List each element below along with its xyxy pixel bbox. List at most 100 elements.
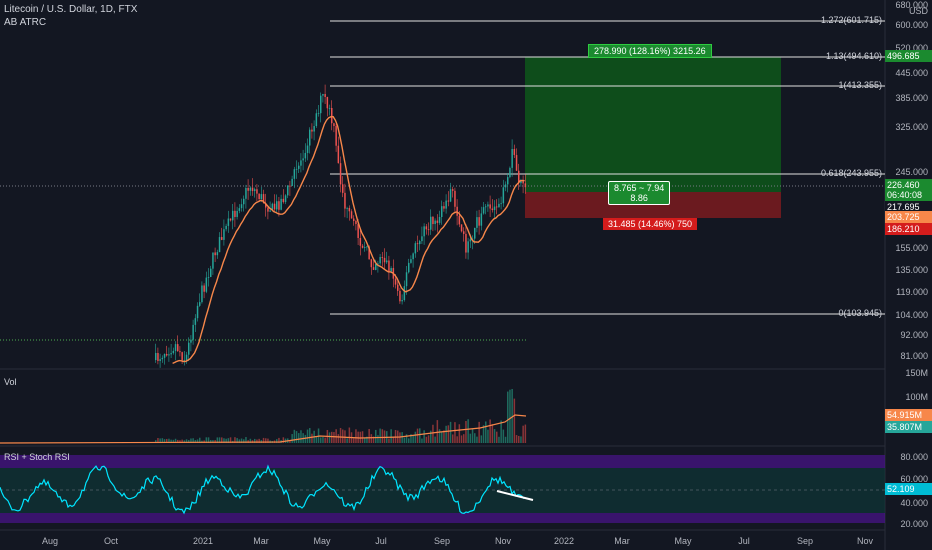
candle-body xyxy=(254,189,256,192)
candle-body xyxy=(430,216,432,230)
candle-body xyxy=(344,192,346,209)
candle-body xyxy=(361,245,364,248)
candle-body xyxy=(368,246,370,260)
volume-bar xyxy=(485,421,487,443)
price-tick: 445.000 xyxy=(895,68,928,78)
candle-body xyxy=(260,194,263,200)
candle-body xyxy=(163,353,166,358)
symbol-title[interactable]: Litecoin / U.S. Dollar, 1D, FTX xyxy=(4,4,138,15)
volume-bar xyxy=(390,429,392,443)
candle-body xyxy=(262,194,265,204)
volume-bar xyxy=(441,431,443,443)
target-zone[interactable] xyxy=(525,57,781,192)
candle-body xyxy=(240,204,243,209)
stop-label[interactable]: 31.485 (14.46%) 750 xyxy=(603,218,698,230)
candle-body xyxy=(221,237,223,240)
volume-bars xyxy=(155,388,527,443)
candle-body xyxy=(159,359,161,362)
volume-bar xyxy=(342,429,344,443)
rsi-pane-label[interactable]: RSI + Stoch RSI xyxy=(4,452,70,462)
candle-body xyxy=(509,167,511,178)
candle-body xyxy=(496,206,498,208)
volume-bar xyxy=(170,439,172,443)
volume-bar xyxy=(474,433,476,443)
volume-bar xyxy=(436,420,439,443)
volume-bar xyxy=(293,429,296,443)
candle-body xyxy=(265,203,267,208)
candle-body xyxy=(293,169,296,179)
volume-bar xyxy=(405,434,408,443)
fib-label-0618[interactable]: 0.618(243.955) xyxy=(820,168,882,178)
entry-label-line1: 8.765 ~ 7.94 xyxy=(614,183,665,193)
fib-label-0[interactable]: 0(103.945) xyxy=(838,308,882,318)
candle-body xyxy=(185,354,188,361)
volume-bar xyxy=(416,428,419,443)
volume-bar xyxy=(520,436,522,443)
target-price-tag: 496.685 xyxy=(885,50,932,62)
volume-pane-label[interactable]: Vol xyxy=(4,377,17,387)
candle-body xyxy=(502,187,505,204)
candle-body xyxy=(447,200,450,202)
volume-bar xyxy=(445,425,447,443)
candle-body xyxy=(500,203,502,205)
volume-bar xyxy=(498,436,500,443)
fib-label-1[interactable]: 1(413.355) xyxy=(838,80,882,90)
candle-body xyxy=(234,210,236,217)
volume-bar xyxy=(157,437,159,443)
candle-body xyxy=(515,154,518,171)
candle-body xyxy=(161,357,164,360)
candle-body xyxy=(348,207,351,212)
time-tick: 2021 xyxy=(192,536,214,546)
indicator-label[interactable]: AB ATRC xyxy=(4,17,47,28)
candle-body xyxy=(214,252,216,256)
candle-body xyxy=(408,262,410,273)
candle-body xyxy=(199,302,201,306)
price-tick: 680.000 xyxy=(895,0,928,10)
volume-bar xyxy=(427,435,430,443)
volume-bar xyxy=(480,435,483,443)
volume-bar xyxy=(282,437,285,443)
candle-body xyxy=(452,189,454,191)
volume-bar xyxy=(487,429,489,443)
candle-body xyxy=(232,210,234,221)
volume-bar xyxy=(502,429,505,443)
volume-bar xyxy=(258,438,260,443)
time-tick: May xyxy=(313,536,331,546)
target-label[interactable]: 278.990 (128.16%) 3215.26 xyxy=(588,44,712,58)
candle-body xyxy=(205,277,208,292)
volume-bar xyxy=(434,436,436,443)
rsi-divergence-line[interactable] xyxy=(496,490,534,501)
candle-body xyxy=(412,253,414,260)
candle-body xyxy=(289,185,291,187)
stop-price-tag: 186.210 xyxy=(885,223,932,235)
volume-bar xyxy=(216,437,219,443)
volume-bar xyxy=(452,434,454,443)
candle-body xyxy=(364,247,366,248)
volume-bar xyxy=(463,434,465,443)
volume-bar xyxy=(166,438,168,443)
fib-label-113[interactable]: 1.13(494.610) xyxy=(825,51,882,61)
time-tick: Nov xyxy=(856,536,874,546)
volume-bar xyxy=(403,437,406,443)
candle-body xyxy=(357,224,359,238)
volume-bar xyxy=(276,439,278,443)
time-tick: Oct xyxy=(103,536,119,546)
price-tick: 385.000 xyxy=(895,93,928,103)
volume-bar xyxy=(515,435,518,443)
volume-bar xyxy=(267,438,269,443)
volume-bar xyxy=(359,431,362,443)
fib-label-1272[interactable]: 1.272(601.715) xyxy=(820,15,882,25)
candle-body xyxy=(170,353,172,355)
candle-body xyxy=(401,300,403,302)
volume-bar xyxy=(443,430,445,443)
volume-bar xyxy=(304,434,307,443)
volume-bar xyxy=(207,437,210,443)
candle-body xyxy=(309,129,311,146)
volume-bar xyxy=(214,440,216,443)
volume-bar xyxy=(375,429,377,443)
candle-body xyxy=(403,286,406,301)
rsi-tick: 80.000 xyxy=(900,452,928,462)
entry-label[interactable]: 8.765 ~ 7.94 8.86 xyxy=(608,181,671,205)
